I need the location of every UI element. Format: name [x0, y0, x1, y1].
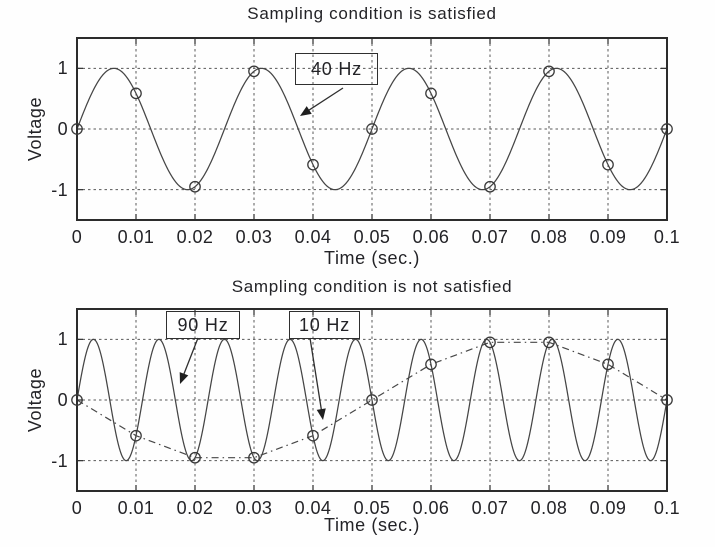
sample-marker	[484, 180, 496, 193]
annotation-box-40hz: 40 Hz	[295, 53, 378, 85]
annotation-label: 40 Hz	[310, 58, 363, 79]
sine-curve-90hz	[76, 338, 668, 462]
bottom-plot-title: Sampling condition is not satisfied	[231, 277, 513, 296]
annotation-arrow-line	[309, 337, 323, 412]
x-tick-label: 0	[71, 498, 83, 518]
sample-marker	[543, 65, 555, 78]
sample-marker	[602, 358, 614, 371]
sine-curve-40hz	[76, 67, 668, 191]
aliased-dashdot-line	[76, 341, 668, 459]
x-tick-label: 0	[71, 227, 83, 247]
annotation-arrowhead	[300, 106, 312, 116]
y-tick-label: 1	[57, 58, 68, 79]
top-plot-title: Sampling condition is satisfied	[247, 4, 497, 23]
x-tick-label: 0.08	[530, 227, 568, 247]
sample-marker	[366, 394, 378, 406]
sample-marker	[307, 429, 319, 442]
sample-marker	[425, 87, 437, 100]
sample-marker	[661, 123, 673, 135]
bottom-plot-xlabel: Time (sec.)	[324, 515, 420, 535]
annotation-label: 10 Hz	[298, 314, 351, 335]
y-tick-label: 0	[57, 119, 68, 139]
annotation-box-90hz: 90 Hz	[166, 311, 240, 339]
x-tick-label: 0.09	[589, 227, 627, 247]
x-tick-label: 0.04	[294, 227, 332, 247]
x-tick-label: 0.05	[353, 498, 391, 518]
x-tick-label: 0.1	[653, 227, 681, 247]
sample-marker	[602, 158, 614, 171]
x-tick-label: 0.01	[117, 227, 155, 247]
sample-marker	[71, 394, 83, 406]
sample-marker	[425, 358, 437, 371]
annotation-arrowhead	[179, 372, 189, 384]
sample-marker	[71, 123, 83, 135]
sample-marker	[189, 451, 201, 464]
x-tick-label: 0.02	[176, 498, 214, 518]
sample-marker	[248, 451, 260, 464]
x-tick-label: 0.1	[653, 498, 681, 518]
x-tick-label: 0.07	[471, 227, 509, 247]
annotation-box-10hz: 10 Hz	[289, 311, 360, 339]
x-tick-label: 0.02	[176, 227, 214, 247]
subplot-1	[71, 308, 673, 492]
x-tick-label: 0.06	[412, 227, 450, 247]
x-tick-label: 0.07	[471, 498, 509, 518]
annotation-label: 90 Hz	[177, 314, 229, 335]
y-tick-label: 1	[57, 329, 68, 350]
sample-marker	[189, 180, 201, 193]
sample-marker	[130, 429, 142, 442]
annotation-arrowhead	[316, 408, 326, 420]
sample-marker	[307, 158, 319, 171]
top-plot-xlabel: Time (sec.)	[324, 248, 420, 268]
y-tick-label: 0	[57, 390, 68, 410]
x-tick-label: 0.04	[294, 498, 332, 518]
x-tick-label: 0.03	[235, 227, 273, 247]
x-tick-label: 0.09	[589, 498, 627, 518]
sample-marker	[130, 87, 142, 100]
sample-marker	[366, 123, 378, 135]
sample-marker	[661, 394, 673, 406]
y-tick-label: -1	[51, 450, 68, 471]
annotation-arrow-line	[182, 337, 199, 376]
annotation-arrow-line	[307, 87, 344, 112]
x-tick-label: 0.08	[530, 498, 568, 518]
sample-marker	[248, 65, 260, 78]
x-tick-label: 0.05	[353, 227, 391, 247]
subplot-0	[71, 37, 673, 221]
y-tick-label: -1	[51, 179, 68, 200]
sample-marker	[484, 336, 496, 349]
x-tick-label: 0.03	[235, 498, 273, 518]
sample-marker	[543, 336, 555, 349]
x-tick-label: 0.01	[117, 498, 155, 518]
x-tick-label: 0.06	[412, 498, 450, 518]
